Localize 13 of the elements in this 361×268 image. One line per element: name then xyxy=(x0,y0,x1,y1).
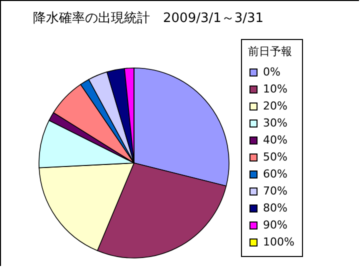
legend-label: 40% xyxy=(263,134,288,146)
legend-label: 0% xyxy=(263,66,280,78)
legend-title: 前日予報 xyxy=(248,45,292,58)
legend-label: 80% xyxy=(263,202,288,214)
legend-label: 60% xyxy=(263,168,288,180)
legend-label: 30% xyxy=(263,116,288,130)
legend-label: 50% xyxy=(263,150,288,164)
legend-label: 20% xyxy=(263,100,288,112)
legend-label: 100% xyxy=(263,236,294,248)
chart-title: 降水確率の出現統計 2009/3/1～3/31 xyxy=(33,10,264,26)
legend-label: 70% xyxy=(263,184,288,198)
legend-label: 10% xyxy=(263,82,288,96)
legend-label: 90% xyxy=(263,218,288,232)
